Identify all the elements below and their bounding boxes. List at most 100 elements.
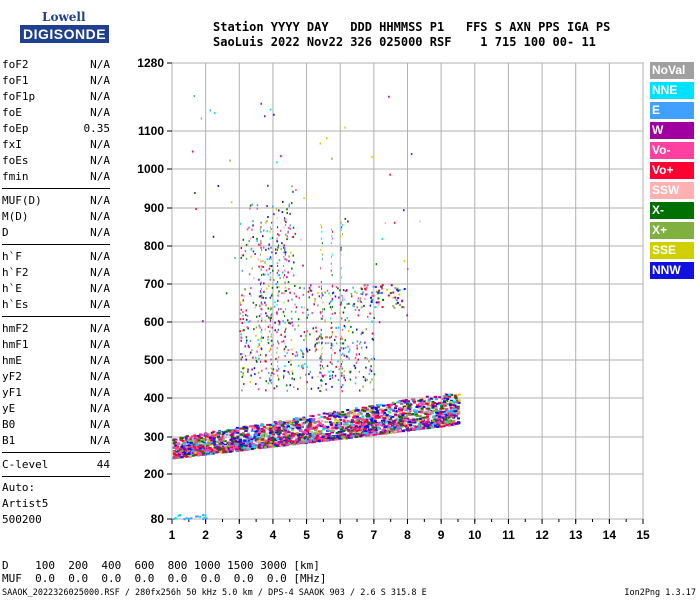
scatter-point [403, 288, 406, 291]
scatter-point [255, 304, 257, 307]
scatter-point [242, 254, 245, 257]
scatter-point [356, 347, 359, 350]
scatter-point [199, 453, 203, 456]
scatter-point [293, 418, 297, 421]
scatter-point [326, 364, 329, 367]
scatter-point [330, 424, 334, 427]
scatter-point [224, 451, 228, 454]
scatter-point [309, 433, 313, 436]
scatter-point [212, 448, 216, 451]
scatter-point [229, 445, 233, 448]
scatter-point [316, 424, 320, 427]
scatter-point [182, 443, 186, 446]
scatter-point [274, 422, 278, 425]
scatter-point [427, 398, 431, 401]
scatter-point [450, 421, 454, 424]
scatter-point [440, 422, 444, 425]
scatter-point [260, 340, 262, 343]
scatter-point [185, 444, 189, 447]
scatter-point [363, 426, 367, 429]
scatter-point [249, 207, 251, 210]
scatter-point [320, 436, 324, 439]
param-row: foF1 N/A [2, 73, 110, 89]
scatter-point [291, 235, 294, 238]
scatter-point [283, 247, 286, 250]
param-name: foF1p [2, 90, 36, 103]
scatter-point [230, 442, 234, 445]
scatter-point [288, 442, 292, 445]
scatter-point [347, 415, 351, 418]
scatter-point [339, 435, 343, 438]
scatter-point [385, 419, 389, 422]
scatter-point [301, 422, 305, 425]
scatter-point [350, 429, 354, 432]
scatter-point [328, 432, 332, 435]
scatter-point [233, 432, 237, 435]
scatter-point [350, 424, 354, 427]
scatter-point [276, 312, 278, 315]
scatter-point [448, 421, 452, 424]
scatter-point [326, 417, 330, 420]
scatter-point [319, 424, 323, 427]
scatter-point [325, 433, 329, 436]
scatter-point [329, 414, 333, 417]
scatter-point [244, 429, 248, 432]
scatter-point [319, 440, 323, 443]
scatter-point [292, 235, 295, 238]
scatter-point [187, 439, 191, 442]
scatter-point [260, 312, 262, 315]
scatter-point [392, 409, 396, 412]
param-row: foE N/A [2, 105, 110, 121]
scatter-point [431, 409, 435, 412]
scatter-point [250, 237, 252, 240]
scatter-point [307, 423, 311, 426]
scatter-point [440, 405, 444, 408]
x-tick-label: 12 [535, 528, 549, 542]
scatter-point [329, 361, 332, 364]
scatter-point [308, 349, 311, 352]
scatter-point [269, 271, 271, 274]
scatter-point [260, 242, 262, 245]
scatter-point [388, 95, 390, 98]
scatter-point [269, 317, 271, 320]
scatter-point [269, 439, 273, 442]
scatter-point [285, 434, 289, 437]
scatter-point [314, 421, 318, 424]
scatter-point [260, 221, 262, 224]
scatter-point [346, 419, 350, 422]
scatter-point [283, 276, 285, 279]
scatter-point [452, 423, 456, 426]
scatter-point [234, 257, 236, 260]
scatter-point [314, 350, 317, 353]
scatter-point [360, 292, 363, 295]
scatter-point [440, 423, 444, 426]
scatter-point [204, 514, 207, 517]
scatter-point [438, 419, 442, 422]
scatter-point [433, 424, 437, 427]
scatter-point [387, 405, 391, 408]
scatter-point [355, 353, 358, 356]
scatter-point [330, 369, 332, 372]
scatter-point [319, 142, 322, 145]
scatter-point [270, 306, 272, 309]
scatter-point [375, 290, 378, 293]
scatter-point [453, 396, 457, 399]
scatter-point [350, 292, 353, 295]
scatter-point [274, 329, 276, 332]
scatter-point [321, 242, 323, 245]
scatter-point [179, 450, 183, 453]
scatter-point [187, 517, 190, 520]
scatter-point [344, 416, 348, 419]
scatter-point [359, 420, 363, 423]
scatter-point [410, 422, 414, 425]
param-row: hmF1 N/A [2, 337, 110, 353]
scatter-point [341, 335, 343, 338]
scatter-point [337, 431, 341, 434]
scatter-point [277, 299, 279, 302]
param-row: hmE N/A [2, 353, 110, 369]
scatter-point [277, 328, 279, 331]
scatter-point [212, 437, 216, 440]
scatter-point [320, 223, 322, 226]
scatter-point [321, 315, 323, 318]
scatter-point [276, 161, 278, 164]
